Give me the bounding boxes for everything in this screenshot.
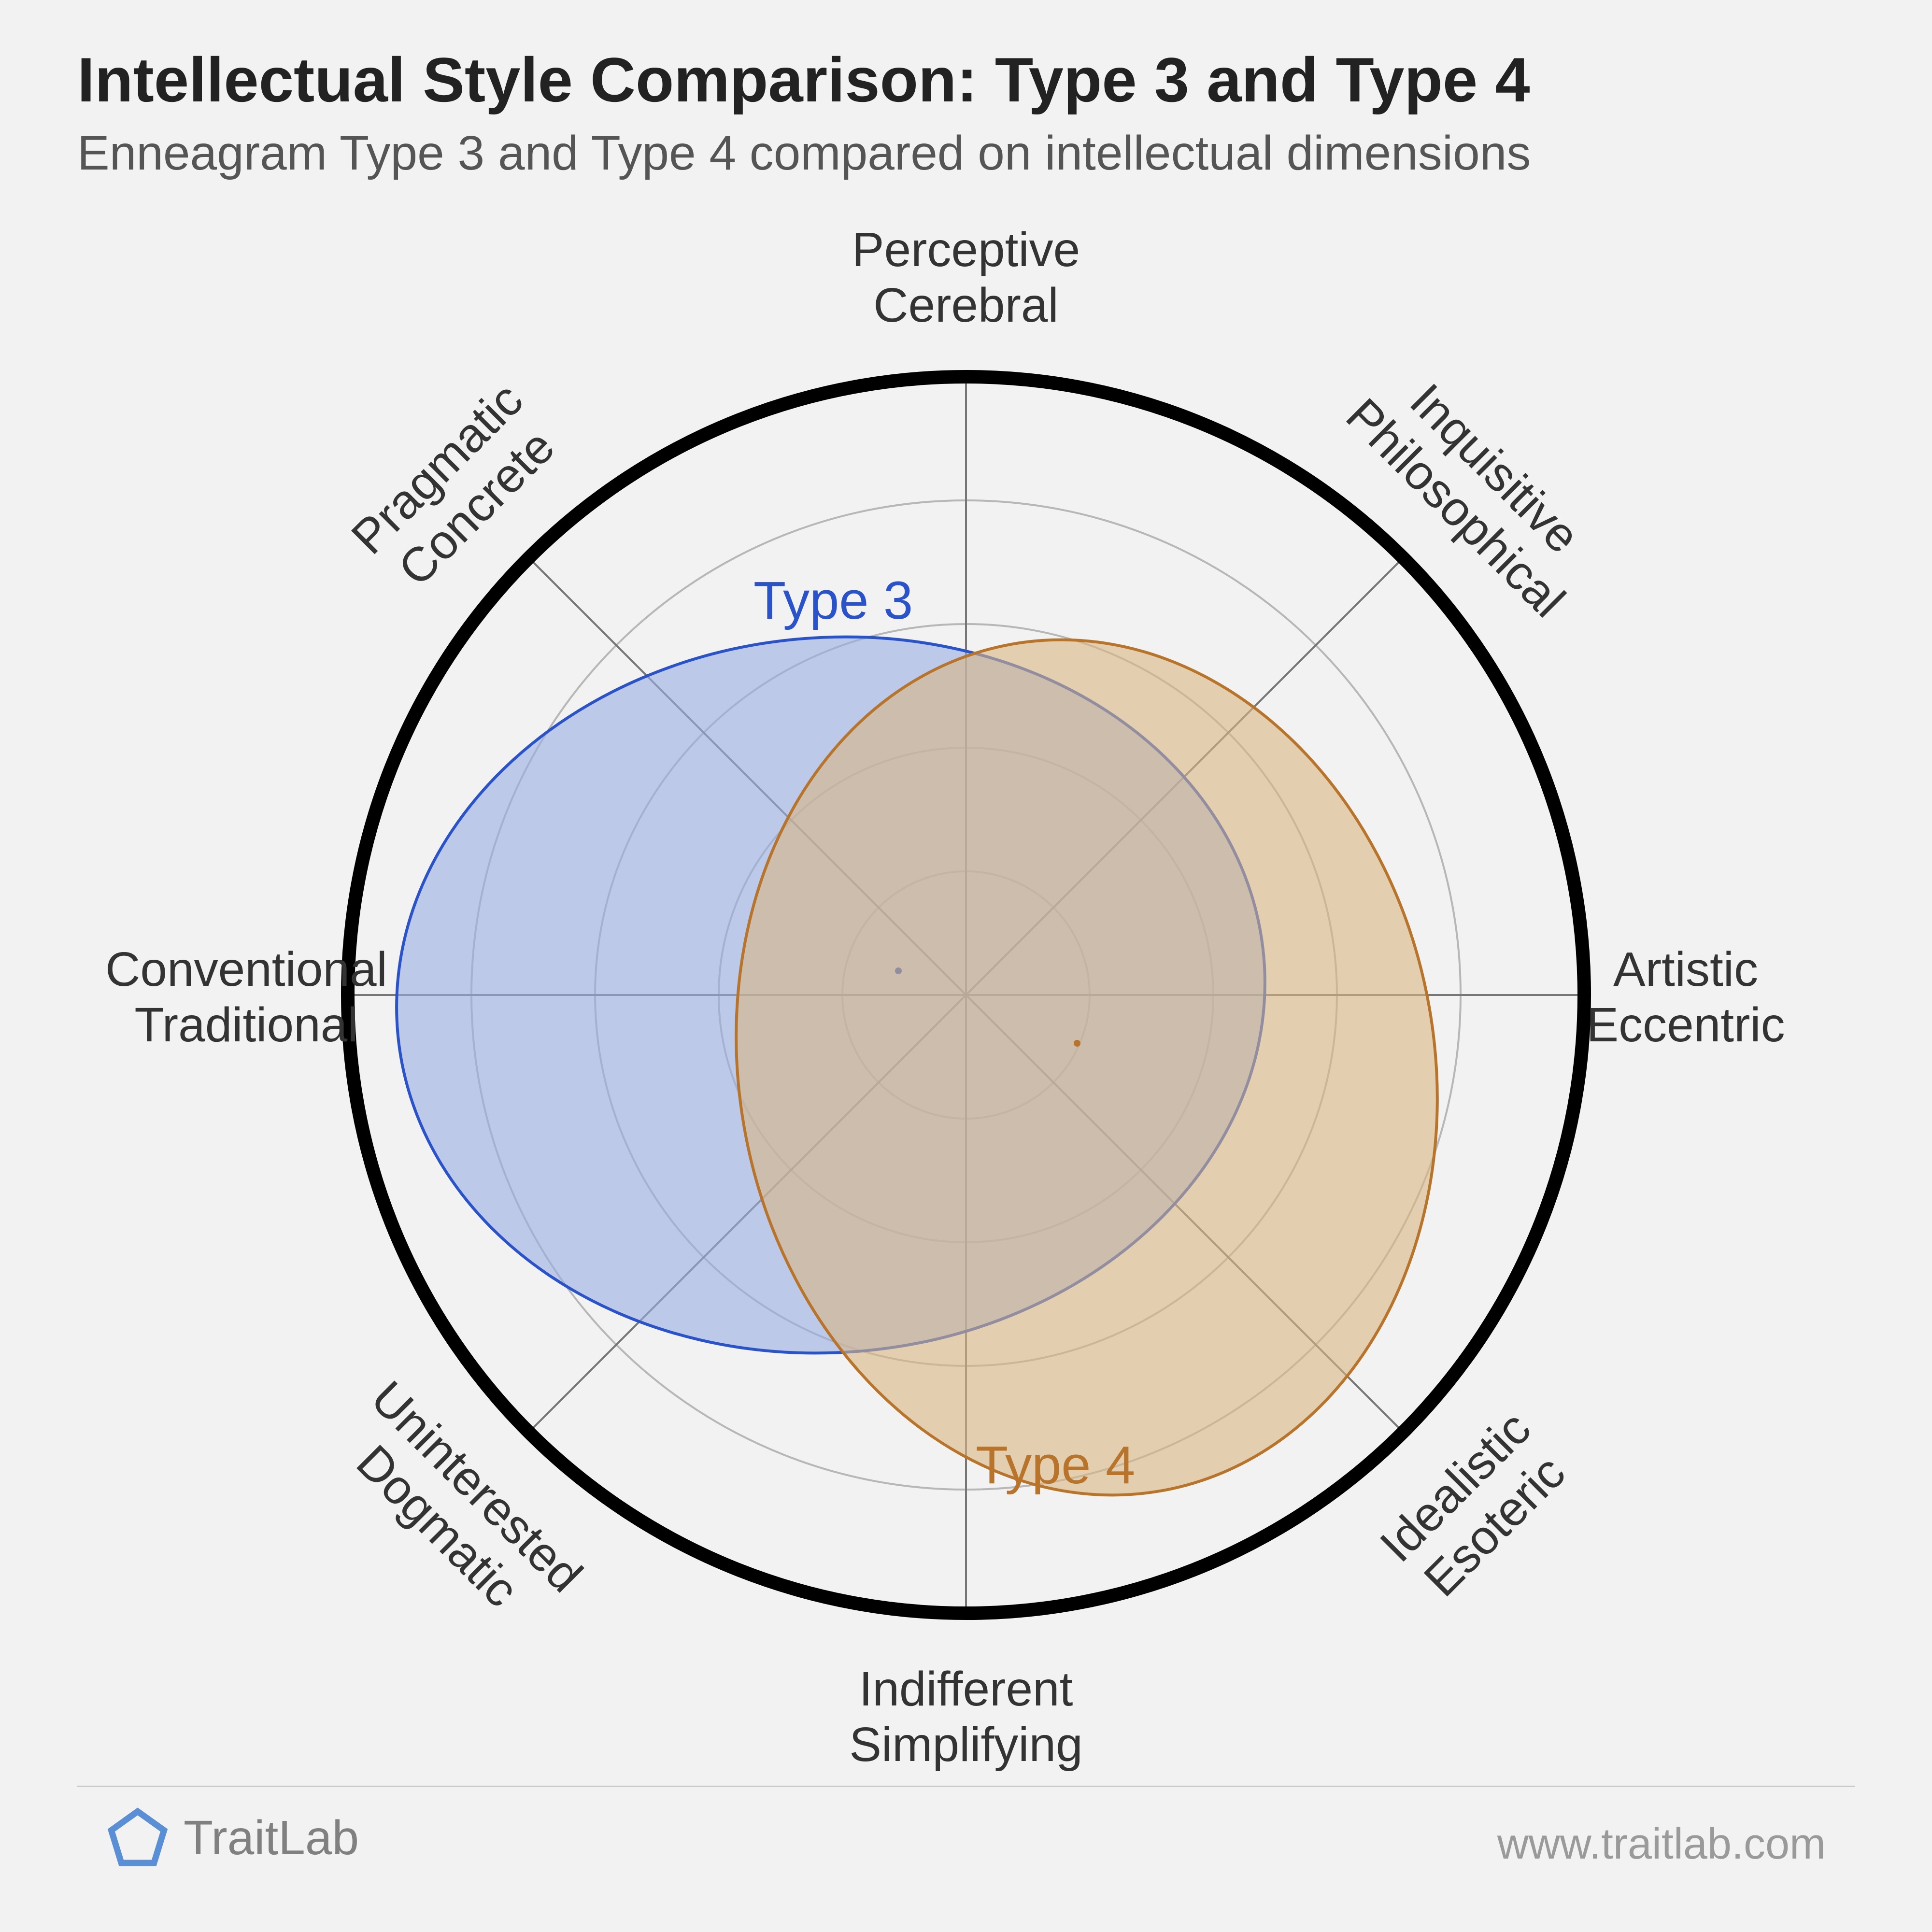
series-label-type-3: Type 3 (753, 570, 913, 631)
axis-label: IndifferentSimplifying (797, 1662, 1135, 1773)
axis-label: ArtisticEccentric (1517, 942, 1855, 1053)
brand-block: TraitLab (106, 1806, 359, 1869)
series-center-dot (1074, 1040, 1080, 1047)
axis-label: ConventionalTraditional (77, 942, 415, 1053)
radar-chart: PerceptiveCerebralInquisitivePhilosophic… (0, 203, 1932, 1787)
footer-divider (77, 1786, 1855, 1787)
axis-label: PerceptiveCerebral (797, 222, 1135, 333)
footer-url: www.traitlab.com (1497, 1819, 1826, 1869)
brand-text: TraitLab (184, 1810, 359, 1866)
chart-title: Intellectual Style Comparison: Type 3 an… (77, 43, 1530, 116)
series-label-type-4: Type 4 (976, 1435, 1135, 1496)
chart-card: Intellectual Style Comparison: Type 3 an… (0, 0, 1932, 1932)
chart-subtitle: Enneagram Type 3 and Type 4 compared on … (77, 126, 1531, 181)
traitlab-logo-icon (106, 1806, 169, 1869)
